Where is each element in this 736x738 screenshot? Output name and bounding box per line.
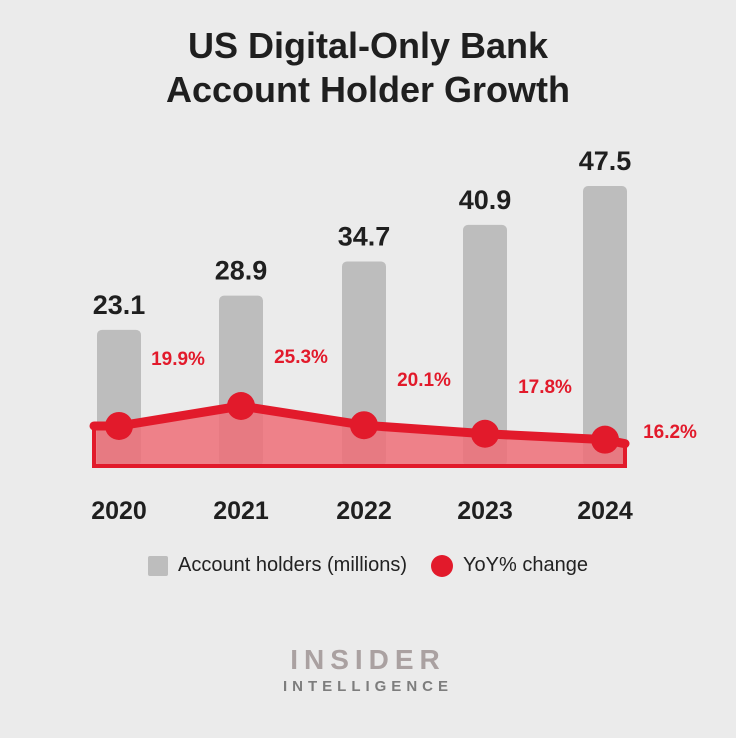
- legend-bars-label: Account holders (millions): [178, 554, 408, 576]
- legend-bar-swatch: [148, 555, 169, 576]
- bar-value-label: 40.9: [459, 185, 512, 215]
- yoy-point-2024: [591, 425, 619, 454]
- chart-title: US Digital-Only Bank Account Holder Grow…: [0, 24, 736, 112]
- title-line-2: Account Holder Growth: [166, 69, 570, 110]
- legend-item-line: YoY% change: [431, 554, 588, 577]
- yoy-point-2020: [105, 411, 133, 440]
- legend-line-label: YoY% change: [463, 554, 588, 576]
- yoy-point-2023: [471, 419, 499, 448]
- title-line-1: US Digital-Only Bank: [187, 25, 549, 66]
- bar-2023: [463, 224, 507, 466]
- legend-dot-swatch: [431, 554, 454, 577]
- bar-2022: [342, 261, 386, 466]
- yoy-value-label: 17.8%: [518, 377, 572, 398]
- x-tick-label: 2021: [213, 497, 269, 525]
- x-tick-label: 2023: [457, 497, 513, 525]
- bar-value-label: 28.9: [215, 256, 268, 286]
- bar-value-label: 47.5: [579, 146, 632, 176]
- x-tick-label: 2022: [336, 497, 392, 525]
- combo-chart: 23.1 28.9 34.7 40.9 47.5 19.9% 25.3% 20.1% 17.8%…: [89, 146, 697, 525]
- yoy-point-2021: [227, 392, 255, 420]
- yoy-value-label: 20.1%: [397, 370, 451, 391]
- bar-value-label: 23.1: [93, 290, 146, 320]
- bar-value-label: 34.7: [338, 221, 391, 251]
- brand-line-1: INSIDER: [290, 644, 446, 675]
- yoy-value-label: 19.9%: [151, 349, 205, 370]
- yoy-point-2022: [350, 411, 378, 440]
- bar-2024: [583, 186, 627, 466]
- yoy-value-label: 25.3%: [274, 347, 328, 368]
- legend-item-bars: Account holders (millions): [148, 554, 407, 577]
- legend: Account holders (millions) YoY% change: [0, 554, 736, 577]
- x-tick-label: 2024: [577, 497, 633, 525]
- brand-line-2: INTELLIGENCE: [282, 678, 453, 695]
- x-tick-label: 2020: [91, 497, 147, 525]
- brand-logo: INSIDER INTELLIGENCE: [0, 644, 736, 695]
- yoy-value-label: 16.2%: [643, 422, 697, 443]
